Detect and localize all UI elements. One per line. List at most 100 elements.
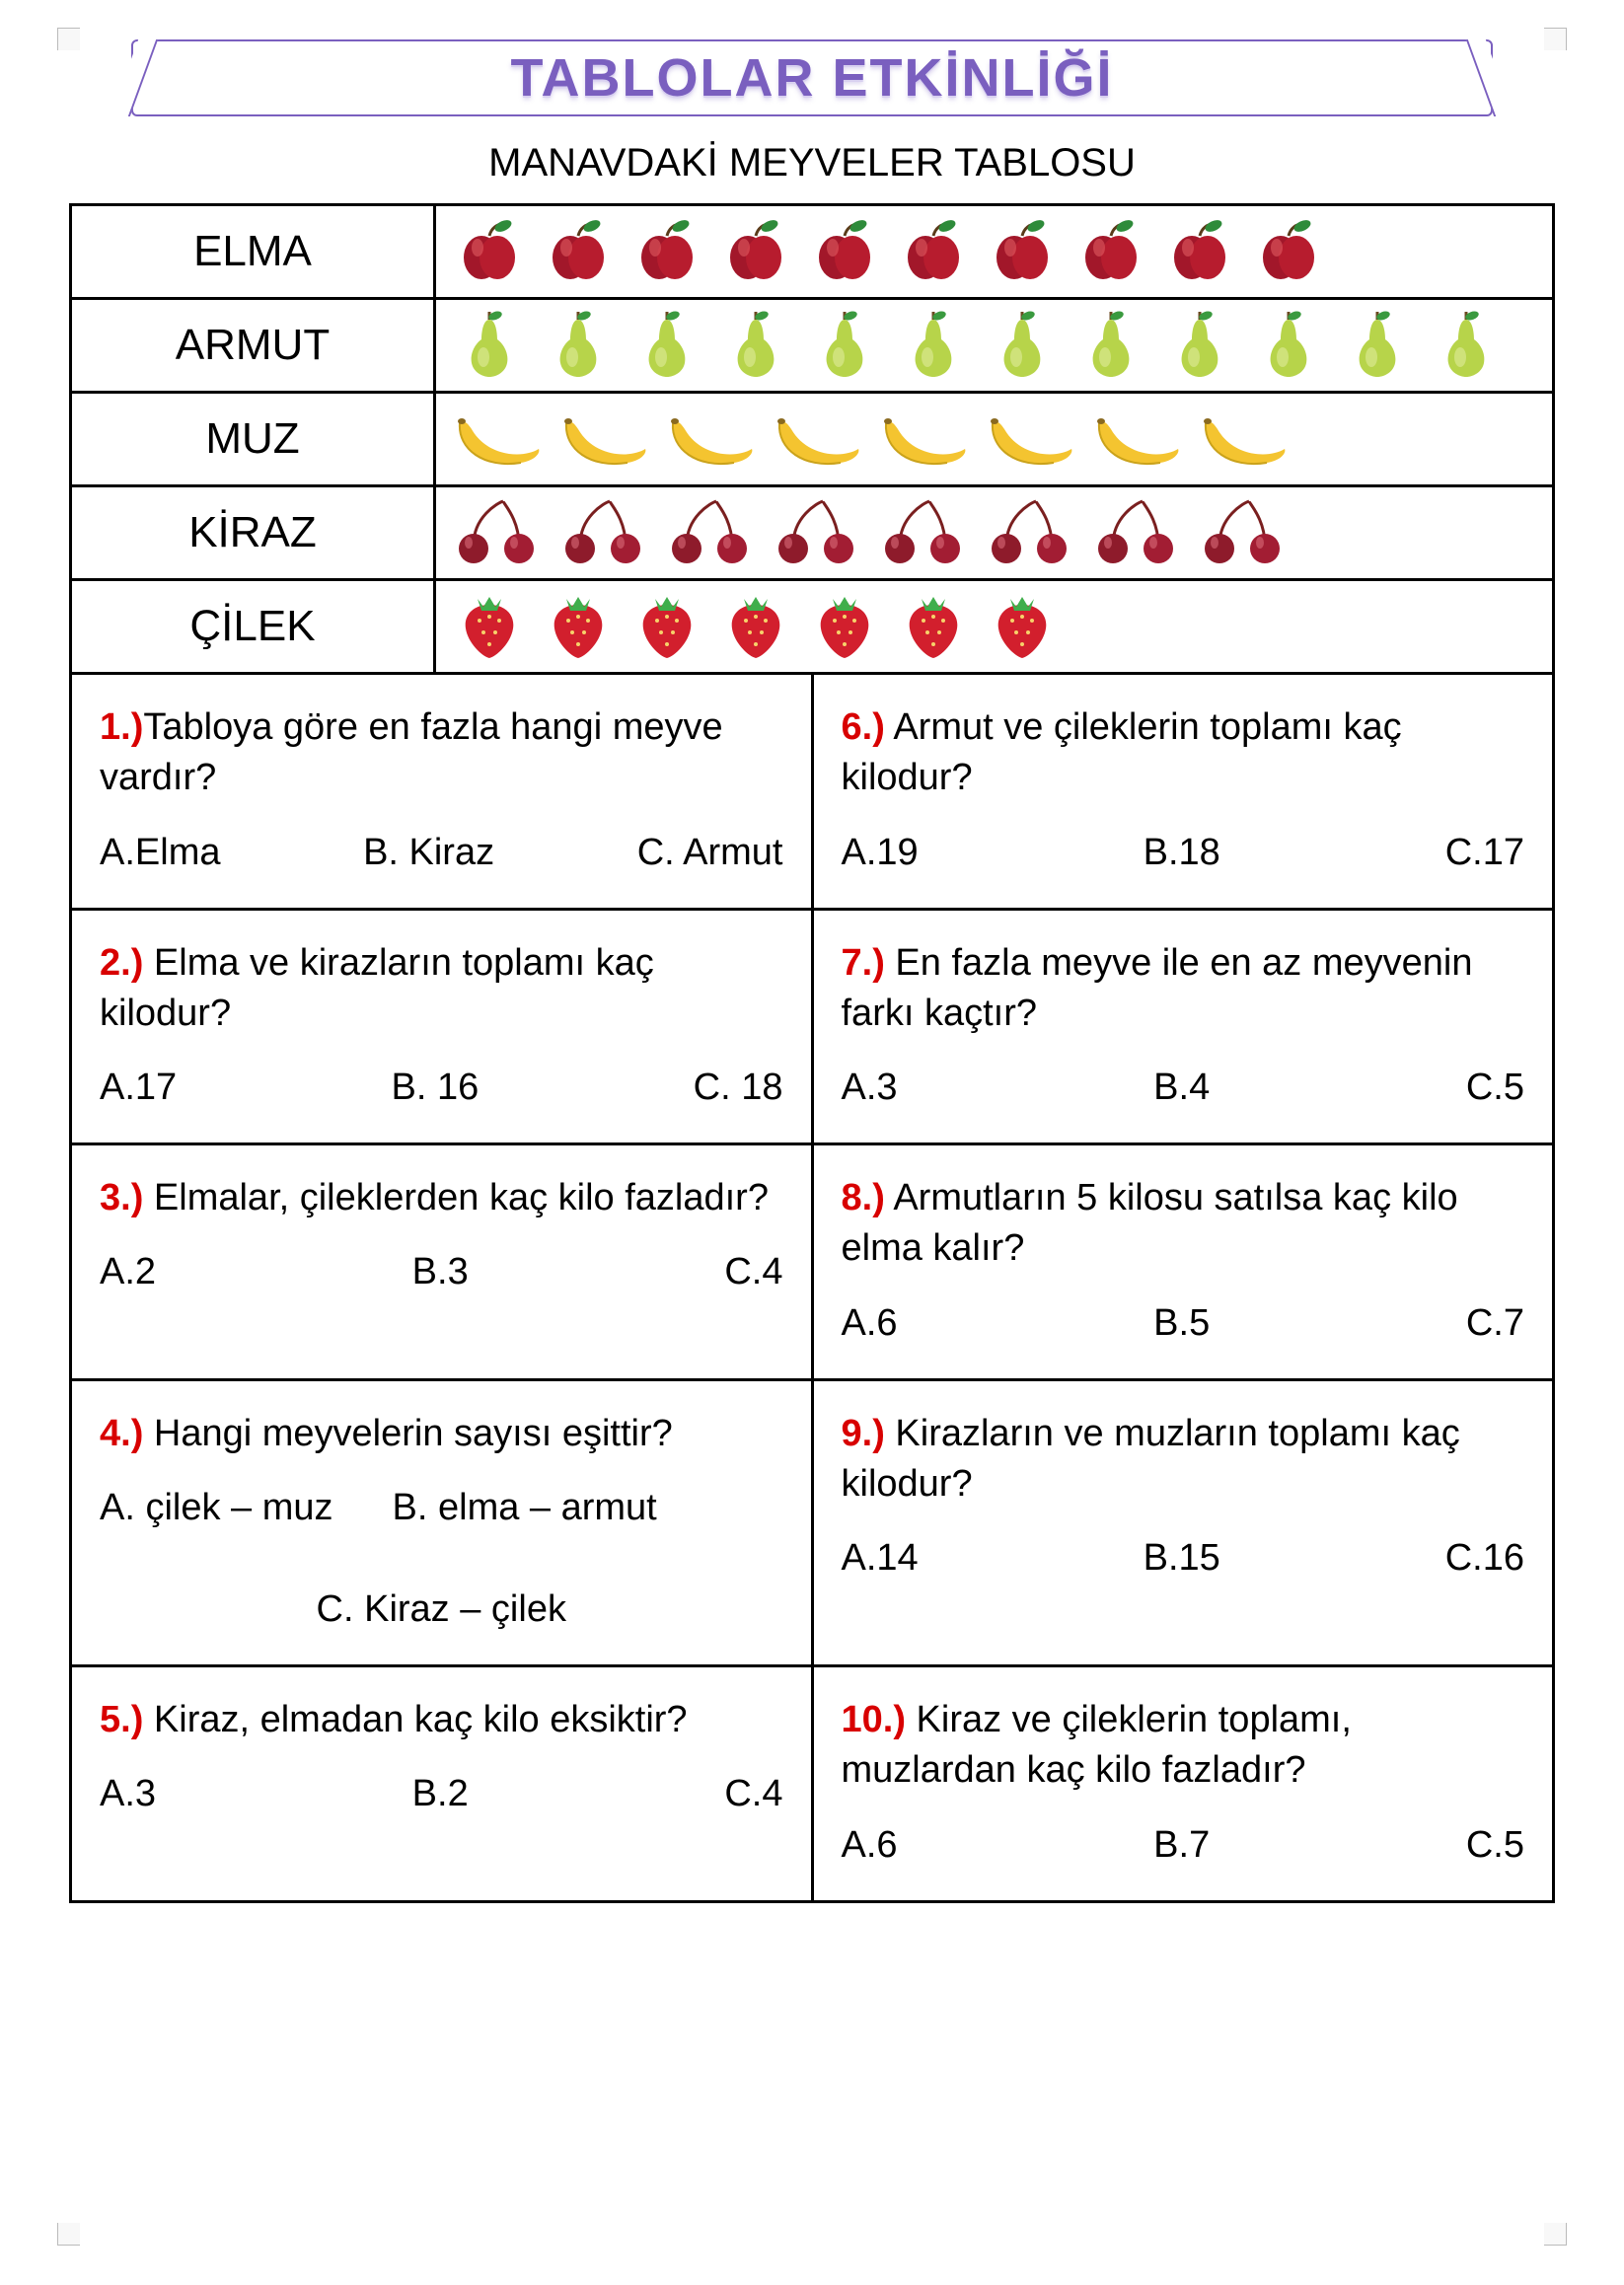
banana-icon bbox=[454, 404, 543, 475]
cherry-icon bbox=[667, 497, 756, 568]
cherry-icon bbox=[560, 497, 649, 568]
cherry-icon bbox=[880, 497, 969, 568]
question-number: 9.) bbox=[842, 1413, 885, 1454]
fruit-row: MUZ bbox=[71, 393, 1554, 486]
question-text: 5.) Kiraz, elmadan kaç kilo eksiktir? bbox=[100, 1695, 783, 1745]
option-b: B. Kiraz bbox=[363, 832, 494, 874]
questions-grid: 1.)Tabloya göre en fazla hangi meyve var… bbox=[69, 672, 1555, 1903]
option-b: B. elma – armut bbox=[393, 1487, 657, 1529]
fruit-row: ARMUT bbox=[71, 299, 1554, 393]
options-row: A.2 B.3 C.4 bbox=[100, 1251, 783, 1293]
question-number: 8.) bbox=[842, 1177, 885, 1218]
question-cell-7: 7.) En fazla meyve ile en az meyvenin fa… bbox=[812, 909, 1554, 1144]
question-cell-10: 10.) Kiraz ve çileklerin toplamı, muzlar… bbox=[812, 1666, 1554, 1902]
apple-icon bbox=[898, 216, 969, 287]
options-row: A.3 B.4 C.5 bbox=[842, 1067, 1525, 1109]
cherry-icon bbox=[987, 497, 1075, 568]
option-c: C.4 bbox=[724, 1773, 782, 1815]
question-cell-6: 6.) Armut ve çileklerin toplamı kaç kilo… bbox=[812, 674, 1554, 910]
pear-icon bbox=[1075, 310, 1146, 381]
fruit-icons-cell bbox=[435, 486, 1554, 580]
strawberry-icon bbox=[987, 591, 1058, 662]
fruit-label: KİRAZ bbox=[71, 486, 435, 580]
pear-icon bbox=[720, 310, 791, 381]
apple-icon bbox=[720, 216, 791, 287]
fruit-icons-row bbox=[454, 591, 1534, 662]
apple-icon bbox=[1075, 216, 1146, 287]
fruit-label: MUZ bbox=[71, 393, 435, 486]
question-text: 7.) En fazla meyve ile en az meyvenin fa… bbox=[842, 938, 1525, 1040]
cherry-icon bbox=[1200, 497, 1289, 568]
pear-icon bbox=[1253, 310, 1324, 381]
pear-icon bbox=[898, 310, 969, 381]
question-body: Tabloya göre en fazla hangi meyve vardır… bbox=[100, 706, 723, 798]
cherry-icon bbox=[774, 497, 862, 568]
question-text: 2.) Elma ve kirazların toplamı kaç kilod… bbox=[100, 938, 783, 1040]
option-c: C. Kiraz – çilek bbox=[100, 1588, 783, 1631]
option-a: A.19 bbox=[842, 832, 919, 874]
option-a: A.Elma bbox=[100, 832, 220, 874]
strawberry-icon bbox=[543, 591, 614, 662]
option-b: B.2 bbox=[412, 1773, 469, 1815]
options-row: A.3 B.2 C.4 bbox=[100, 1773, 783, 1815]
pear-icon bbox=[1342, 310, 1413, 381]
worksheet-page: TABLOLAR ETKİNLİĞİ MANAVDAKİ MEYVELER TA… bbox=[0, 0, 1624, 2285]
question-body: Armut ve çileklerin toplamı kaç kilodur? bbox=[842, 706, 1402, 798]
options-row: A.6 B.7 C.5 bbox=[842, 1824, 1525, 1867]
option-c: C. 18 bbox=[694, 1067, 783, 1109]
fruit-icons-row bbox=[454, 216, 1534, 287]
strawberry-icon bbox=[454, 591, 525, 662]
option-b: B.18 bbox=[1144, 832, 1220, 874]
option-b: B.7 bbox=[1153, 1824, 1210, 1867]
question-text: 10.) Kiraz ve çileklerin toplamı, muzlar… bbox=[842, 1695, 1525, 1797]
apple-icon bbox=[631, 216, 702, 287]
title-box: TABLOLAR ETKİNLİĞİ bbox=[131, 39, 1492, 116]
corner-decoration bbox=[57, 2223, 80, 2246]
banana-icon bbox=[774, 404, 862, 475]
question-cell-3: 3.) Elmalar, çileklerden kaç kilo fazlad… bbox=[71, 1144, 813, 1380]
fruit-label: ELMA bbox=[71, 205, 435, 299]
option-c: C.5 bbox=[1466, 1067, 1524, 1109]
pear-icon bbox=[631, 310, 702, 381]
question-number: 6.) bbox=[842, 706, 885, 748]
pear-icon bbox=[454, 310, 525, 381]
fruit-icons-cell bbox=[435, 580, 1554, 674]
option-b: B.5 bbox=[1153, 1302, 1210, 1345]
options-row: A.6 B.5 C.7 bbox=[842, 1302, 1525, 1345]
option-c: C.16 bbox=[1445, 1537, 1524, 1580]
question-number: 10.) bbox=[842, 1699, 906, 1740]
strawberry-icon bbox=[720, 591, 791, 662]
pear-icon bbox=[1164, 310, 1235, 381]
option-a: A.17 bbox=[100, 1067, 177, 1109]
question-body: Armutların 5 kilosu satılsa kaç kilo elm… bbox=[842, 1177, 1458, 1269]
banana-icon bbox=[1093, 404, 1182, 475]
option-c: C.17 bbox=[1445, 832, 1524, 874]
fruit-icons-cell bbox=[435, 299, 1554, 393]
option-b: B. 16 bbox=[392, 1067, 480, 1109]
page-title: TABLOLAR ETKİNLİĞİ bbox=[491, 47, 1134, 109]
banana-icon bbox=[880, 404, 969, 475]
fruit-icons-row bbox=[454, 497, 1534, 568]
banana-icon bbox=[560, 404, 649, 475]
cherry-icon bbox=[454, 497, 543, 568]
fruit-row: ELMA bbox=[71, 205, 1554, 299]
options-row: A.17 B. 16 C. 18 bbox=[100, 1067, 783, 1109]
banana-icon bbox=[667, 404, 756, 475]
question-body: Elmalar, çileklerden kaç kilo fazladır? bbox=[143, 1177, 769, 1218]
pear-icon bbox=[1431, 310, 1502, 381]
apple-icon bbox=[543, 216, 614, 287]
option-b: B.3 bbox=[412, 1251, 469, 1293]
question-text: 9.) Kirazların ve muzların toplamı kaç k… bbox=[842, 1409, 1525, 1511]
question-number: 5.) bbox=[100, 1699, 143, 1740]
question-text: 1.)Tabloya göre en fazla hangi meyve var… bbox=[100, 702, 783, 804]
question-text: 6.) Armut ve çileklerin toplamı kaç kilo… bbox=[842, 702, 1525, 804]
pear-icon bbox=[543, 310, 614, 381]
fruit-label: ÇİLEK bbox=[71, 580, 435, 674]
question-cell-2: 2.) Elma ve kirazların toplamı kaç kilod… bbox=[71, 909, 813, 1144]
apple-icon bbox=[809, 216, 880, 287]
pear-icon bbox=[987, 310, 1058, 381]
fruit-table: ELMA bbox=[69, 203, 1555, 675]
strawberry-icon bbox=[809, 591, 880, 662]
option-b: B.4 bbox=[1153, 1067, 1210, 1109]
option-a: A. çilek – muz bbox=[100, 1487, 333, 1529]
